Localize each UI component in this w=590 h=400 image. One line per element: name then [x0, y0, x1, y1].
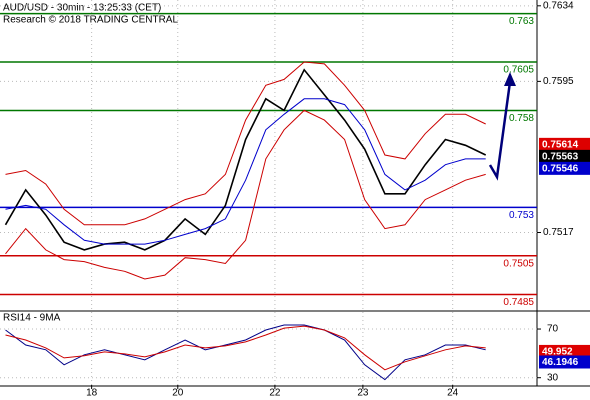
x-tick-label: 18: [86, 388, 98, 399]
rsi-title: RSI14 - 9MA: [3, 313, 61, 324]
forecast-arrow: [488, 72, 516, 181]
series-line: [5, 98, 486, 245]
chart-subtitle: Research © 2018 TRADING CENTRAL: [3, 15, 178, 26]
y-tick-label: 70: [547, 324, 559, 335]
level-label: 0.763: [509, 16, 534, 27]
chart-title: AUD/USD - 30min - 13:25:33 (CET): [3, 3, 161, 14]
x-tick-label: 20: [172, 388, 184, 399]
value-box-label: 0.75614: [542, 139, 579, 150]
value-box: [539, 344, 590, 358]
value-box: [539, 137, 590, 151]
value-box-label: 49.952: [542, 347, 573, 358]
y-tick-label: 0.7634: [543, 0, 574, 11]
series-line: [5, 324, 486, 381]
level-label: 0.7605: [503, 65, 534, 76]
y-tick-label: 30: [547, 372, 559, 383]
value-box: [539, 355, 590, 369]
value-box: [539, 161, 590, 175]
level-label: 0.758: [509, 113, 534, 124]
level-label: 0.753: [509, 210, 534, 221]
y-tick-label: 0.7517: [543, 227, 574, 238]
value-box-label: 0.75563: [542, 151, 579, 162]
x-tick-label: 22: [269, 388, 281, 399]
arrow-line: [488, 81, 512, 181]
arrow-head: [504, 72, 516, 86]
x-tick-label: 23: [357, 388, 369, 399]
series-line: [4, 68, 487, 251]
series-line: [5, 109, 486, 280]
series-line: [5, 61, 486, 226]
level-label: 0.7505: [503, 258, 534, 269]
level-label: 0.7485: [503, 297, 534, 308]
value-box-label: 0.75546: [542, 163, 579, 174]
series-line: [5, 325, 486, 371]
y-tick-label: 0.7595: [543, 76, 574, 87]
plot-layer: 0.763 0.7605 0.758 0.753 0.7505 0.7485: [0, 0, 537, 385]
x-tick-label: 24: [447, 388, 459, 399]
value-box: [539, 149, 590, 163]
value-box-label: 46.1946: [542, 357, 579, 368]
